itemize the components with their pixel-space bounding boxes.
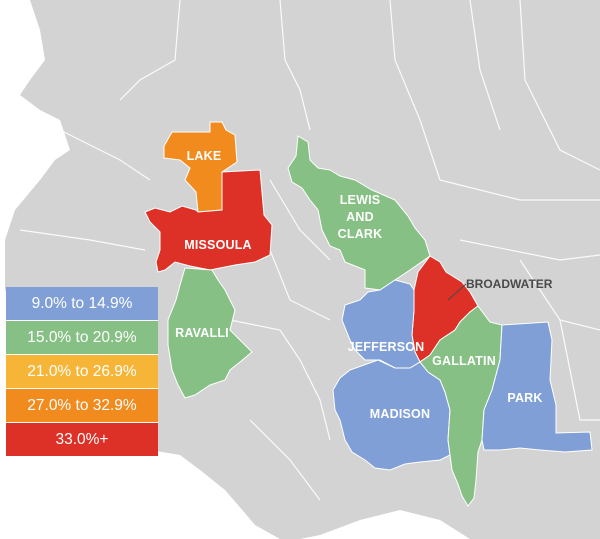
label-gallatin: GALLATIN [432, 354, 496, 368]
county-park[interactable] [481, 321, 593, 453]
label-park: PARK [507, 391, 542, 405]
legend-item: 21.0% to 26.9% [6, 355, 158, 389]
county-missoula[interactable] [144, 169, 273, 273]
label-lewis-and-clark-line2: AND [346, 210, 374, 224]
broadwater-callout-line [447, 283, 467, 301]
label-ravalli: RAVALLI [175, 326, 229, 340]
label-lewis-and-clark-line3: CLARK [338, 227, 383, 241]
legend-item: 33.0%+ [6, 423, 158, 457]
background-county-borders [19, 0, 600, 501]
label-lewis-and-clark-line1: LEWIS [340, 193, 381, 207]
label-lake: LAKE [187, 149, 222, 163]
label-jefferson: JEFFERSON [348, 340, 425, 354]
legend-item: 27.0% to 32.9% [6, 389, 158, 423]
county-ravalli[interactable] [167, 267, 253, 399]
legend-item: 15.0% to 20.9% [6, 321, 158, 355]
legend: 9.0% to 14.9% 15.0% to 20.9% 21.0% to 26.9… [6, 287, 158, 457]
county-madison[interactable] [332, 359, 451, 471]
legend-item: 9.0% to 14.9% [6, 287, 158, 321]
surrounding-land [5, 0, 600, 539]
label-madison: MADISON [370, 407, 430, 421]
label-missoula: MISSOULA [184, 238, 252, 252]
label-broadwater: BROADWATER [466, 277, 553, 291]
